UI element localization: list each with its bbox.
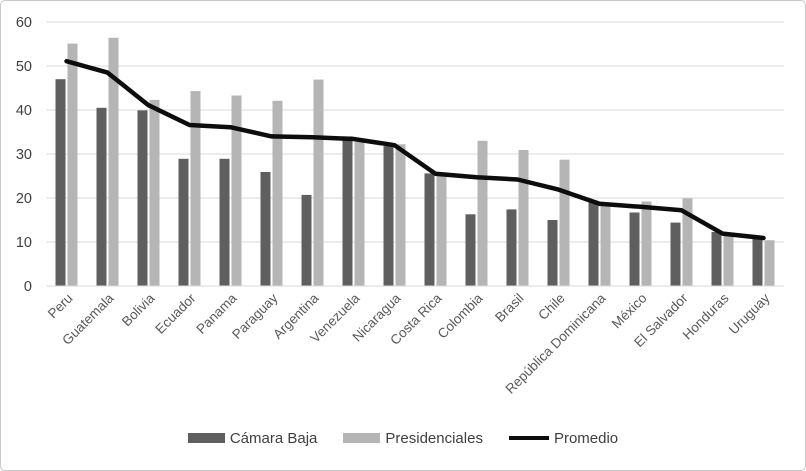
x-axis-category-label: Ecuador bbox=[152, 290, 199, 337]
bar-presidenciales bbox=[149, 99, 160, 287]
bar-camara-baja bbox=[96, 107, 107, 286]
legend-item-presidenciales: Presidenciales bbox=[343, 430, 483, 447]
bar-presidenciales bbox=[395, 144, 406, 286]
bar-presidenciales bbox=[108, 37, 119, 286]
bar-presidenciales bbox=[764, 240, 775, 286]
y-axis-tick-label: 60 bbox=[16, 15, 32, 31]
y-axis-tick-label: 10 bbox=[16, 235, 32, 251]
bar-presidenciales bbox=[477, 140, 488, 286]
x-axis-category-label: Peru bbox=[45, 291, 76, 322]
bar-camara-baja bbox=[301, 194, 312, 286]
x-axis-category-label: Uruguay bbox=[726, 290, 773, 337]
bar-presidenciales bbox=[272, 100, 283, 286]
bar-camara-baja bbox=[137, 110, 148, 287]
bar-camara-baja bbox=[260, 172, 271, 286]
x-axis-category-label: Bolivia bbox=[119, 290, 158, 329]
legend-label-presidenciales: Presidenciales bbox=[385, 429, 483, 447]
bar-camara-baja bbox=[588, 201, 599, 286]
bar-camara-baja bbox=[670, 222, 681, 286]
y-axis-tick-label: 50 bbox=[16, 59, 32, 75]
bar-presidenciales bbox=[518, 150, 529, 286]
bar-presidenciales bbox=[559, 159, 570, 286]
bar-camara-baja bbox=[55, 79, 66, 286]
legend-swatch-presidenciales bbox=[343, 433, 381, 443]
legend-label-camara-baja: Cámara Baja bbox=[229, 429, 318, 447]
promedio-line bbox=[64, 58, 766, 241]
legend-swatch-camara-baja bbox=[187, 433, 225, 443]
bar-camara-baja bbox=[547, 220, 558, 286]
bar-camara-baja bbox=[465, 214, 476, 286]
y-axis-tick-label: 30 bbox=[16, 147, 32, 163]
bar-camara-baja bbox=[629, 212, 640, 286]
bar-presidenciales bbox=[231, 95, 242, 286]
bar-camara-baja bbox=[342, 136, 353, 286]
bar-camara-baja bbox=[424, 173, 435, 286]
bar-presidenciales bbox=[436, 174, 447, 286]
bar-presidenciales bbox=[354, 142, 365, 286]
bar-presidenciales bbox=[723, 235, 734, 286]
bar-presidenciales bbox=[641, 201, 652, 286]
legend-item-promedio: Promedio bbox=[508, 429, 619, 447]
chart-legend: Cámara Baja Presidenciales Promedio bbox=[1, 425, 805, 451]
x-axis-category-label: Brasil bbox=[492, 291, 526, 325]
bar-camara-baja bbox=[383, 146, 394, 286]
bar-presidenciales bbox=[67, 43, 78, 286]
bar-presidenciales bbox=[313, 79, 324, 286]
y-axis-tick-label: 0 bbox=[24, 279, 32, 295]
x-axis-category-label: Chile bbox=[535, 291, 567, 323]
x-axis-category-label: Colombia bbox=[435, 290, 486, 341]
x-axis-category-label: México bbox=[609, 291, 650, 332]
bar-camara-baja bbox=[752, 235, 763, 286]
bar-camara-baja bbox=[178, 158, 189, 286]
legend-swatch-promedio bbox=[508, 436, 549, 440]
bar-presidenciales bbox=[682, 198, 693, 286]
bar-camara-baja bbox=[711, 231, 722, 286]
bar-camara-baja bbox=[219, 158, 230, 286]
y-axis-tick-label: 20 bbox=[16, 191, 32, 207]
bar-presidenciales bbox=[600, 205, 611, 286]
legend-item-camara-baja: Cámara Baja bbox=[187, 429, 318, 447]
bar-camara-baja bbox=[506, 209, 517, 286]
legend-label-promedio: Promedio bbox=[553, 429, 619, 447]
y-axis-tick-label: 40 bbox=[16, 103, 32, 119]
bar-presidenciales bbox=[190, 91, 201, 286]
